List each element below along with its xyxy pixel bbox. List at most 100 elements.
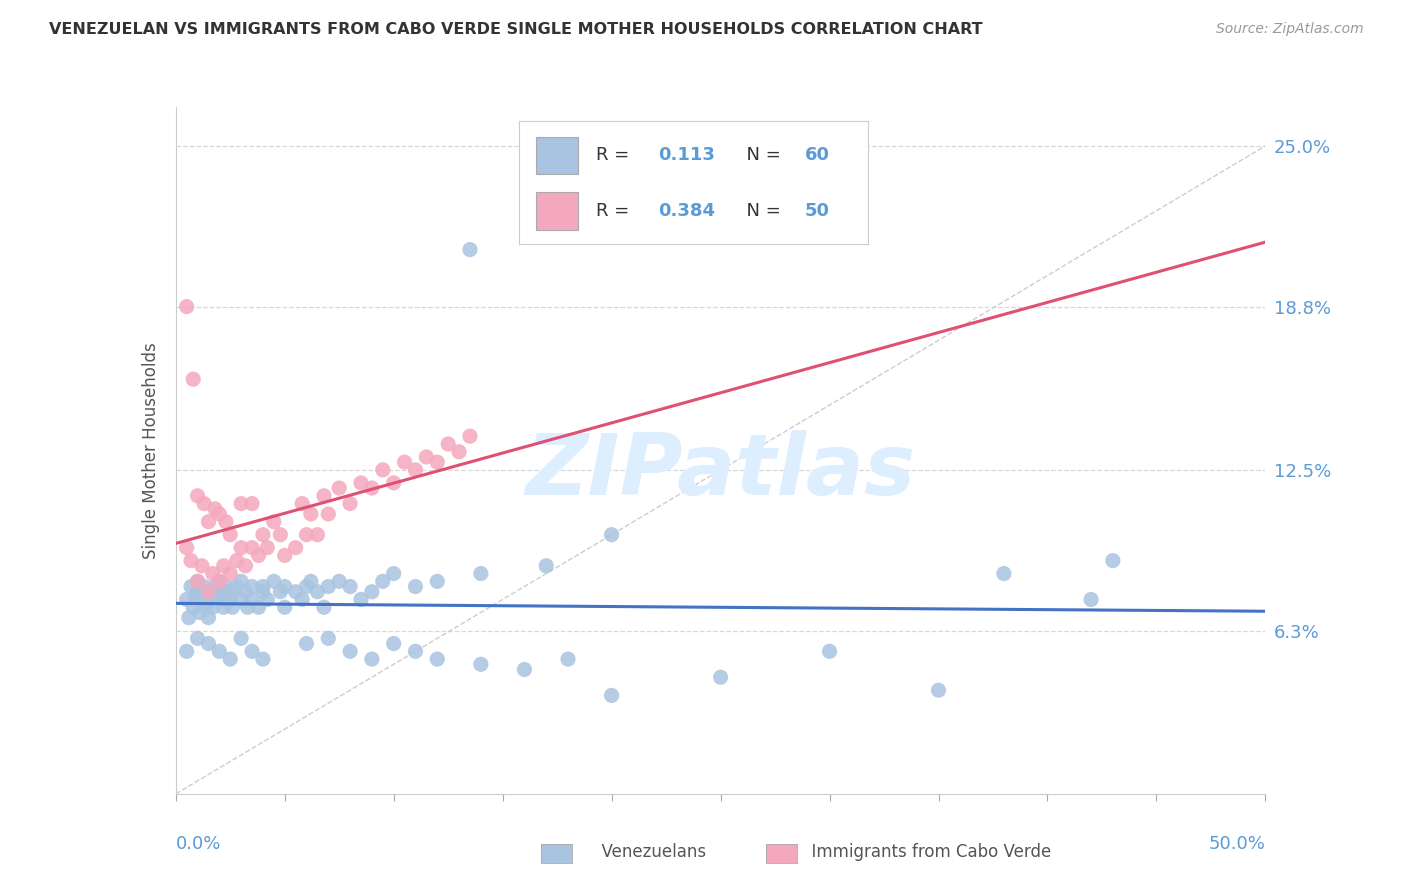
Point: [284, 541, 307, 555]
Point: [231, 541, 253, 555]
Point: [176, 541, 198, 555]
Point: [219, 566, 242, 581]
Point: [219, 584, 242, 599]
Point: [470, 657, 492, 672]
Point: [225, 553, 247, 567]
Point: [176, 644, 198, 658]
Point: [225, 580, 247, 594]
Point: [184, 590, 207, 604]
Point: [256, 592, 278, 607]
Point: [350, 475, 373, 490]
Point: [291, 592, 314, 607]
Point: [197, 584, 219, 599]
Point: [197, 584, 219, 599]
Point: [176, 300, 198, 314]
Text: Venezuelans: Venezuelans: [591, 843, 706, 861]
Point: [426, 652, 449, 666]
Point: [208, 584, 231, 599]
Point: [240, 541, 263, 555]
Point: [205, 590, 228, 604]
Point: [236, 600, 259, 615]
Point: [295, 636, 318, 650]
Point: [200, 592, 222, 607]
Point: [181, 600, 204, 615]
Point: [197, 636, 219, 650]
Point: [274, 549, 297, 563]
Point: [219, 527, 242, 541]
Point: [339, 644, 361, 658]
Point: [269, 584, 291, 599]
Point: [284, 584, 307, 599]
Point: [295, 527, 318, 541]
Point: [208, 644, 231, 658]
Point: [710, 670, 733, 684]
Point: [557, 652, 579, 666]
Point: [256, 541, 278, 555]
Point: [219, 592, 242, 607]
Point: [247, 549, 270, 563]
Point: [382, 636, 405, 650]
Text: VENEZUELAN VS IMMIGRANTS FROM CABO VERDE SINGLE MOTHER HOUSEHOLDS CORRELATION CH: VENEZUELAN VS IMMIGRANTS FROM CABO VERDE…: [49, 22, 983, 37]
Point: [235, 584, 257, 599]
Point: [231, 592, 253, 607]
Point: [360, 652, 382, 666]
Point: [240, 592, 263, 607]
Point: [191, 592, 214, 607]
Point: [1080, 592, 1102, 607]
Point: [328, 574, 350, 589]
Point: [211, 592, 233, 607]
Point: [312, 489, 335, 503]
Point: [371, 574, 394, 589]
Point: [221, 600, 243, 615]
Point: [176, 592, 198, 607]
Point: [405, 580, 427, 594]
Point: [394, 455, 416, 469]
Point: [212, 600, 235, 615]
Point: [299, 507, 322, 521]
Point: [299, 574, 322, 589]
Point: [186, 489, 209, 503]
Point: [312, 600, 335, 615]
Point: [269, 527, 291, 541]
Point: [208, 507, 231, 521]
Point: [295, 580, 318, 594]
Point: [360, 481, 382, 495]
Point: [201, 600, 224, 615]
Point: [274, 580, 297, 594]
Text: Immigrants from Cabo Verde: Immigrants from Cabo Verde: [801, 843, 1052, 861]
Point: [208, 574, 231, 589]
Point: [263, 574, 285, 589]
Point: [513, 663, 536, 677]
Point: [252, 652, 274, 666]
Point: [201, 566, 224, 581]
Point: [307, 584, 329, 599]
Text: ZIPatlas: ZIPatlas: [526, 430, 915, 513]
Point: [318, 580, 340, 594]
Point: [1102, 553, 1125, 567]
Point: [231, 497, 253, 511]
Point: [426, 574, 449, 589]
Point: [240, 644, 263, 658]
Point: [274, 600, 297, 615]
Point: [458, 243, 481, 257]
Point: [600, 689, 623, 703]
Point: [600, 527, 623, 541]
Point: [291, 497, 314, 511]
Point: [458, 429, 481, 443]
Point: [339, 497, 361, 511]
Point: [360, 584, 382, 599]
Point: [426, 455, 449, 469]
Text: 50.0%: 50.0%: [1209, 835, 1265, 853]
Point: [339, 580, 361, 594]
Point: [204, 580, 226, 594]
Point: [197, 515, 219, 529]
Point: [405, 644, 427, 658]
Point: [928, 683, 950, 698]
Point: [307, 527, 329, 541]
Point: [180, 553, 202, 567]
Point: [350, 592, 373, 607]
Point: [235, 558, 257, 573]
Text: 0.0%: 0.0%: [176, 835, 221, 853]
Point: [252, 527, 274, 541]
Point: [195, 600, 218, 615]
